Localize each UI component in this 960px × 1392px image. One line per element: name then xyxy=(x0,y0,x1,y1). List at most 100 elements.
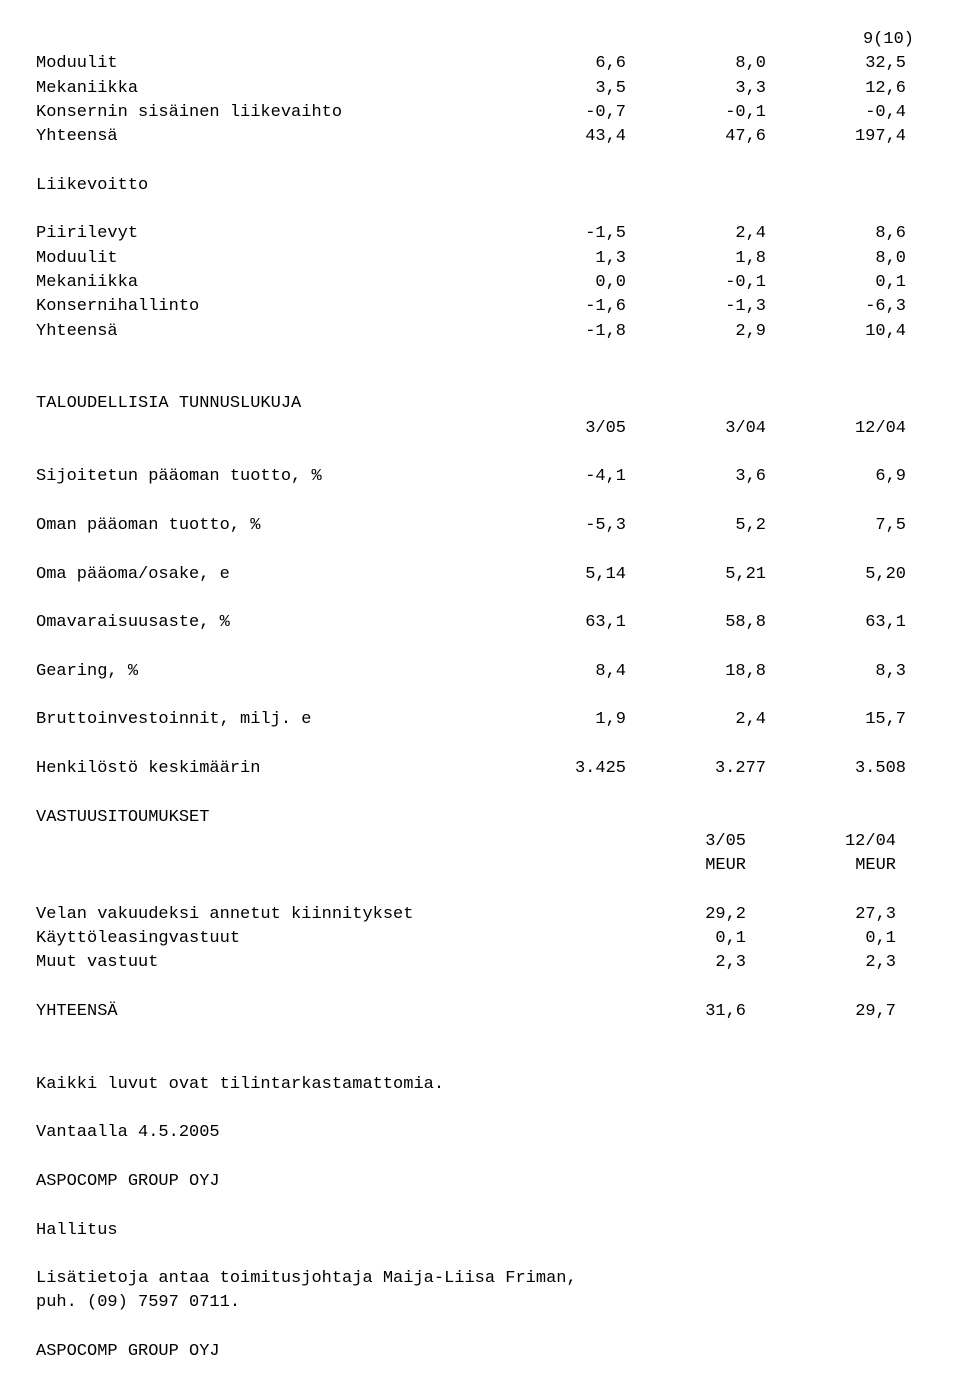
cell-3: 10,4 xyxy=(766,320,906,344)
footer-line-5: Lisätietoja antaa toimitusjohtaja Maija-… xyxy=(36,1267,924,1291)
vastuusitoumukset-header: 3/0512/04MEURMEUR xyxy=(36,830,924,879)
cell-3: 197,4 xyxy=(766,125,906,149)
row-label: Konsernin sisäinen liikevaihto xyxy=(36,101,456,125)
row-label: Piirilevyt xyxy=(36,222,456,246)
cell-2: 29,7 xyxy=(746,1000,896,1024)
cell-2: 3,3 xyxy=(626,77,766,101)
table-row: Oma pääoma/osake, e5,145,215,20 xyxy=(36,563,924,587)
row-label xyxy=(36,830,596,854)
cell-3: 7,5 xyxy=(766,514,906,538)
cell-1: 31,6 xyxy=(596,1000,746,1024)
table-row: Moduulit1,31,88,0 xyxy=(36,247,924,271)
row-label: Moduulit xyxy=(36,52,456,76)
cell-1: 5,14 xyxy=(456,563,626,587)
row-label: Mekaniikka xyxy=(36,77,456,101)
cell-3: 32,5 xyxy=(766,52,906,76)
table-row: Yhteensä43,447,6197,4 xyxy=(36,125,924,149)
cell-2: 3/04 xyxy=(626,417,766,441)
row-label: Gearing, % xyxy=(36,660,456,684)
cell-1: -0,7 xyxy=(456,101,626,125)
footer-line-2: Vantaalla 4.5.2005 xyxy=(36,1121,924,1145)
vastuusitoumukset-total: YHTEENSÄ31,629,7 xyxy=(36,1000,924,1024)
cell-2: -0,1 xyxy=(626,271,766,295)
cell-3: 12,6 xyxy=(766,77,906,101)
row-label: Yhteensä xyxy=(36,125,456,149)
table-row: Käyttöleasingvastuut0,10,1 xyxy=(36,927,924,951)
cell-2: 5,21 xyxy=(626,563,766,587)
table-row: Oman pääoman tuotto, %-5,35,27,5 xyxy=(36,514,924,538)
cell-1: 0,0 xyxy=(456,271,626,295)
segment-table-a: Moduulit6,68,032,5Mekaniikka3,53,312,6Ko… xyxy=(36,52,924,149)
footer-line-4: Hallitus xyxy=(36,1219,924,1243)
footer-line-3: ASPOCOMP GROUP OYJ xyxy=(36,1170,924,1194)
cell-1: MEUR xyxy=(596,854,746,878)
section-vastuusitoumukset-title: VASTUUSITOUMUKSET xyxy=(36,806,924,830)
table-row: Sijoitetun pääoman tuotto, %-4,13,66,9 xyxy=(36,465,924,489)
cell-1: 3/05 xyxy=(456,417,626,441)
table-row: Velan vakuudeksi annetut kiinnitykset29,… xyxy=(36,903,924,927)
footer-line-1: Kaikki luvut ovat tilintarkastamattomia. xyxy=(36,1073,924,1097)
table-row: Bruttoinvestoinnit, milj. e1,92,415,7 xyxy=(36,708,924,732)
cell-2: 47,6 xyxy=(626,125,766,149)
section-liikevoitto-title: Liikevoitto xyxy=(36,174,924,198)
table-row-header1: 3/0512/04 xyxy=(36,830,924,854)
section-tunnusluvut-title: TALOUDELLISIA TUNNUSLUKUJA xyxy=(36,392,924,416)
cell-2: 58,8 xyxy=(626,611,766,635)
table-row: Mekaniikka3,53,312,6 xyxy=(36,77,924,101)
table-row-total: YHTEENSÄ31,629,7 xyxy=(36,1000,924,1024)
cell-1: -1,5 xyxy=(456,222,626,246)
cell-3: 8,6 xyxy=(766,222,906,246)
cell-2: 3,6 xyxy=(626,465,766,489)
cell-2: MEUR xyxy=(746,854,896,878)
row-label: Moduulit xyxy=(36,247,456,271)
table-row: Gearing, %8,418,88,3 xyxy=(36,660,924,684)
row-label: Henkilöstö keskimäärin xyxy=(36,757,456,781)
segment-table-b: Piirilevyt-1,52,48,6Moduulit1,31,88,0Mek… xyxy=(36,222,924,343)
cell-2: 0,1 xyxy=(746,927,896,951)
cell-1: 3.425 xyxy=(456,757,626,781)
cell-1: 2,3 xyxy=(596,951,746,975)
cell-3: 8,3 xyxy=(766,660,906,684)
cell-2: 3.277 xyxy=(626,757,766,781)
cell-1: 8,4 xyxy=(456,660,626,684)
cell-2: 1,8 xyxy=(626,247,766,271)
table-row-header2: MEURMEUR xyxy=(36,854,924,878)
cell-1: 3/05 xyxy=(596,830,746,854)
cell-3: 5,20 xyxy=(766,563,906,587)
cell-3: 8,0 xyxy=(766,247,906,271)
row-label xyxy=(36,417,456,441)
cell-2: 27,3 xyxy=(746,903,896,927)
cell-1: 0,1 xyxy=(596,927,746,951)
cell-1: -1,8 xyxy=(456,320,626,344)
row-label: Omavaraisuusaste, % xyxy=(36,611,456,635)
cell-1: 43,4 xyxy=(456,125,626,149)
tunnusluvut-table: Sijoitetun pääoman tuotto, %-4,13,66,9 Om… xyxy=(36,465,924,781)
cell-3: 0,1 xyxy=(766,271,906,295)
table-row: Konsernin sisäinen liikevaihto-0,7-0,1-0… xyxy=(36,101,924,125)
cell-2: -0,1 xyxy=(626,101,766,125)
row-label: Bruttoinvestoinnit, milj. e xyxy=(36,708,456,732)
footer-line-6: puh. (09) 7597 0711. xyxy=(36,1291,924,1315)
cell-3: 63,1 xyxy=(766,611,906,635)
vastuusitoumukset-table: Velan vakuudeksi annetut kiinnitykset29,… xyxy=(36,903,924,976)
cell-1: 29,2 xyxy=(596,903,746,927)
row-label: Oman pääoman tuotto, % xyxy=(36,514,456,538)
cell-1: 3,5 xyxy=(456,77,626,101)
table-row: Muut vastuut2,32,3 xyxy=(36,951,924,975)
tunnusluvut-header: 3/053/0412/04 xyxy=(36,417,924,441)
cell-1: 1,9 xyxy=(456,708,626,732)
row-label: Oma pääoma/osake, e xyxy=(36,563,456,587)
cell-3: 3.508 xyxy=(766,757,906,781)
row-label xyxy=(36,854,596,878)
cell-2: 5,2 xyxy=(626,514,766,538)
table-row: Piirilevyt-1,52,48,6 xyxy=(36,222,924,246)
cell-2: 2,9 xyxy=(626,320,766,344)
table-row: Omavaraisuusaste, %63,158,863,1 xyxy=(36,611,924,635)
row-label: YHTEENSÄ xyxy=(36,1000,596,1024)
cell-2: 12/04 xyxy=(746,830,896,854)
page-indicator: 9(10) xyxy=(36,28,924,52)
cell-1: -1,6 xyxy=(456,295,626,319)
cell-2: 2,4 xyxy=(626,222,766,246)
cell-1: 63,1 xyxy=(456,611,626,635)
table-row: Henkilöstö keskimäärin3.4253.2773.508 xyxy=(36,757,924,781)
